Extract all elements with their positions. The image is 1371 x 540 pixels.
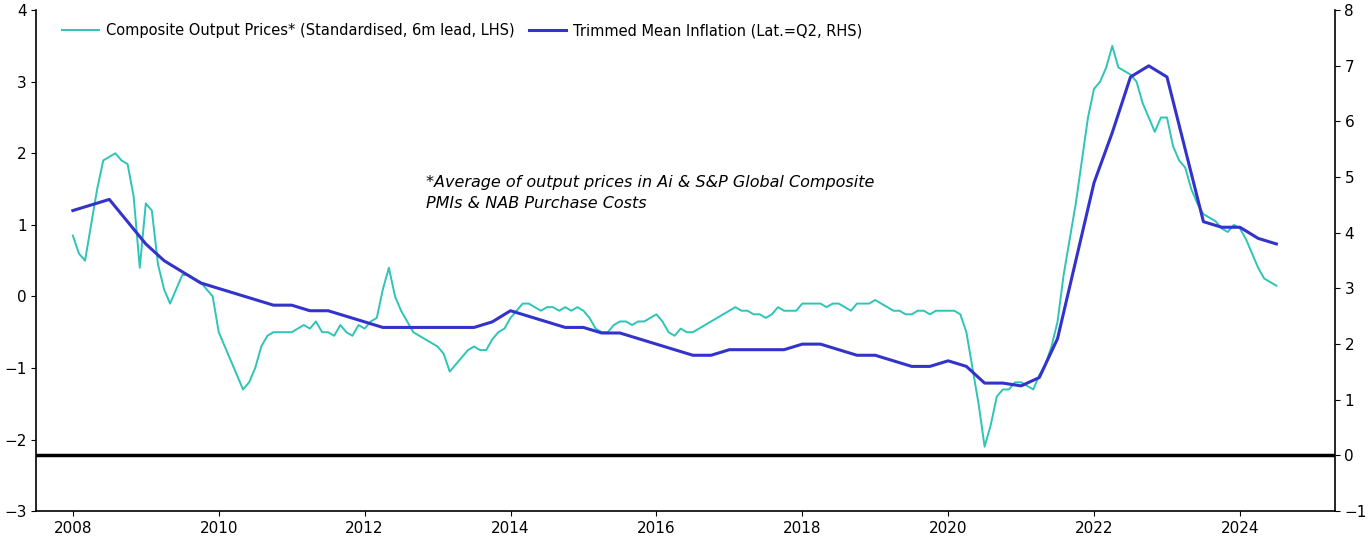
Composite Output Prices* (Standardised, 6m lead, LHS) xyxy=(496,326,513,332)
Trimmed Mean Inflation (Lat.=Q2, RHS) xyxy=(1268,241,1285,247)
Trimmed Mean Inflation (Lat.=Q2, RHS) xyxy=(611,330,628,336)
Legend: Composite Output Prices* (Standardised, 6m lead, LHS), Trimmed Mean Inflation (L: Composite Output Prices* (Standardised, … xyxy=(56,17,868,44)
Composite Output Prices* (Standardised, 6m lead, LHS) xyxy=(1116,68,1132,74)
Trimmed Mean Inflation (Lat.=Q2, RHS) xyxy=(1141,63,1157,69)
Composite Output Prices* (Standardised, 6m lead, LHS) xyxy=(1238,236,1254,242)
Trimmed Mean Inflation (Lat.=Q2, RHS) xyxy=(64,207,81,214)
Trimmed Mean Inflation (Lat.=Q2, RHS) xyxy=(1013,383,1030,389)
Line: Trimmed Mean Inflation (Lat.=Q2, RHS): Trimmed Mean Inflation (Lat.=Q2, RHS) xyxy=(73,66,1276,386)
Composite Output Prices* (Standardised, 6m lead, LHS) xyxy=(64,232,81,239)
Composite Output Prices* (Standardised, 6m lead, LHS) xyxy=(606,322,622,328)
Trimmed Mean Inflation (Lat.=Q2, RHS) xyxy=(976,380,993,386)
Composite Output Prices* (Standardised, 6m lead, LHS) xyxy=(1104,43,1120,49)
Trimmed Mean Inflation (Lat.=Q2, RHS) xyxy=(557,324,573,330)
Composite Output Prices* (Standardised, 6m lead, LHS) xyxy=(1268,282,1285,289)
Composite Output Prices* (Standardised, 6m lead, LHS) xyxy=(1189,200,1205,207)
Trimmed Mean Inflation (Lat.=Q2, RHS) xyxy=(1196,219,1212,225)
Composite Output Prices* (Standardised, 6m lead, LHS) xyxy=(976,443,993,450)
Text: *Average of output prices in Ai & S&P Global Composite
PMIs & NAB Purchase Costs: *Average of output prices in Ai & S&P Gl… xyxy=(426,176,875,212)
Trimmed Mean Inflation (Lat.=Q2, RHS) xyxy=(156,258,173,264)
Composite Output Prices* (Standardised, 6m lead, LHS) xyxy=(679,329,695,335)
Trimmed Mean Inflation (Lat.=Q2, RHS) xyxy=(211,285,228,292)
Line: Composite Output Prices* (Standardised, 6m lead, LHS): Composite Output Prices* (Standardised, … xyxy=(73,46,1276,447)
